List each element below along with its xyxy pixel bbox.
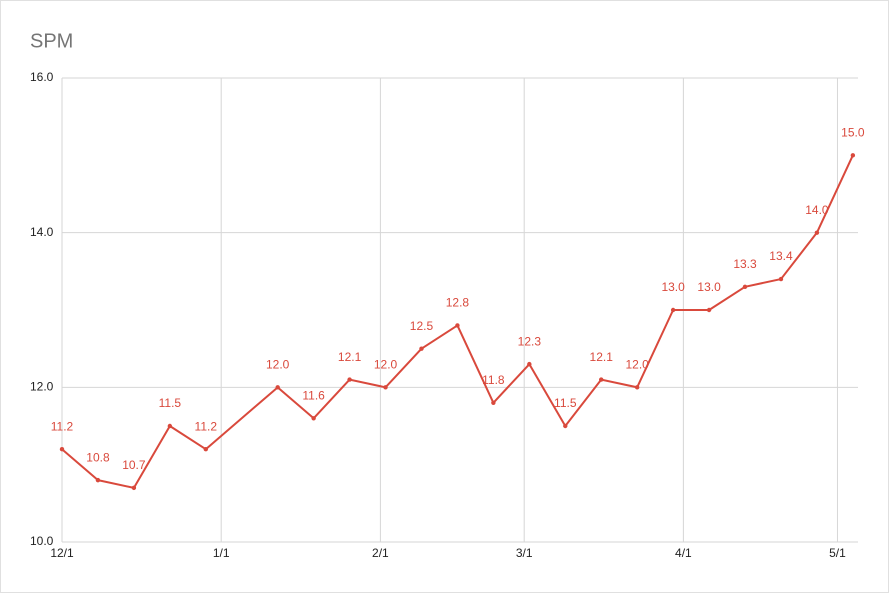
x-tick-label: 3/1 — [516, 546, 533, 560]
y-tick-label: 12.0 — [30, 380, 54, 394]
y-tick-label: 10.0 — [30, 534, 54, 548]
x-tick-label: 1/1 — [213, 546, 230, 560]
data-label: 12.1 — [338, 350, 362, 364]
data-label: 11.5 — [554, 396, 577, 410]
point — [95, 477, 101, 483]
point — [275, 385, 280, 390]
point — [563, 423, 568, 429]
point — [347, 377, 352, 382]
data-label: 11.2 — [51, 419, 74, 433]
data-label: 13.4 — [769, 249, 793, 263]
data-label: 11.2 — [195, 419, 218, 433]
point — [455, 323, 460, 328]
point — [419, 346, 424, 351]
y-tick-label: 16.0 — [30, 70, 54, 84]
x-tick-label: 2/1 — [372, 546, 389, 560]
point — [383, 385, 388, 390]
point — [527, 361, 532, 367]
point — [131, 485, 137, 491]
data-label: 11.6 — [302, 388, 325, 402]
point — [778, 276, 784, 282]
point — [814, 230, 820, 235]
data-label: 12.0 — [625, 358, 649, 372]
point — [59, 447, 65, 452]
point — [670, 307, 676, 313]
data-label: 13.0 — [661, 280, 685, 294]
point — [311, 416, 316, 421]
data-label: 10.7 — [122, 458, 146, 472]
point — [491, 400, 496, 405]
data-label: 13.3 — [733, 257, 757, 271]
point — [203, 447, 208, 452]
point — [706, 307, 712, 313]
data-label: 12.1 — [590, 350, 614, 364]
data-label: 12.5 — [410, 319, 434, 333]
data-label: 12.0 — [374, 358, 398, 372]
point — [850, 153, 856, 158]
line — [61, 154, 854, 489]
chart-title: SPM — [30, 30, 73, 52]
data-label: 10.8 — [86, 450, 110, 464]
x-tick-label: 4/1 — [675, 546, 692, 560]
point — [742, 284, 748, 289]
data-label: 12.0 — [266, 358, 290, 372]
point — [599, 377, 604, 382]
data-label: 14.0 — [805, 203, 829, 217]
data-label: 11.5 — [159, 396, 182, 410]
point — [634, 385, 640, 390]
data-label: 12.3 — [518, 334, 542, 348]
point — [167, 423, 173, 429]
data-label: 12.8 — [446, 296, 470, 310]
x-tick-label: 12/1 — [50, 546, 74, 560]
x-tick-label: 5/1 — [829, 546, 846, 560]
data-label: 11.8 — [482, 373, 505, 387]
data-label: 15.0 — [841, 126, 865, 140]
y-tick-label: 14.0 — [30, 225, 54, 239]
data-label: 13.0 — [697, 280, 721, 294]
